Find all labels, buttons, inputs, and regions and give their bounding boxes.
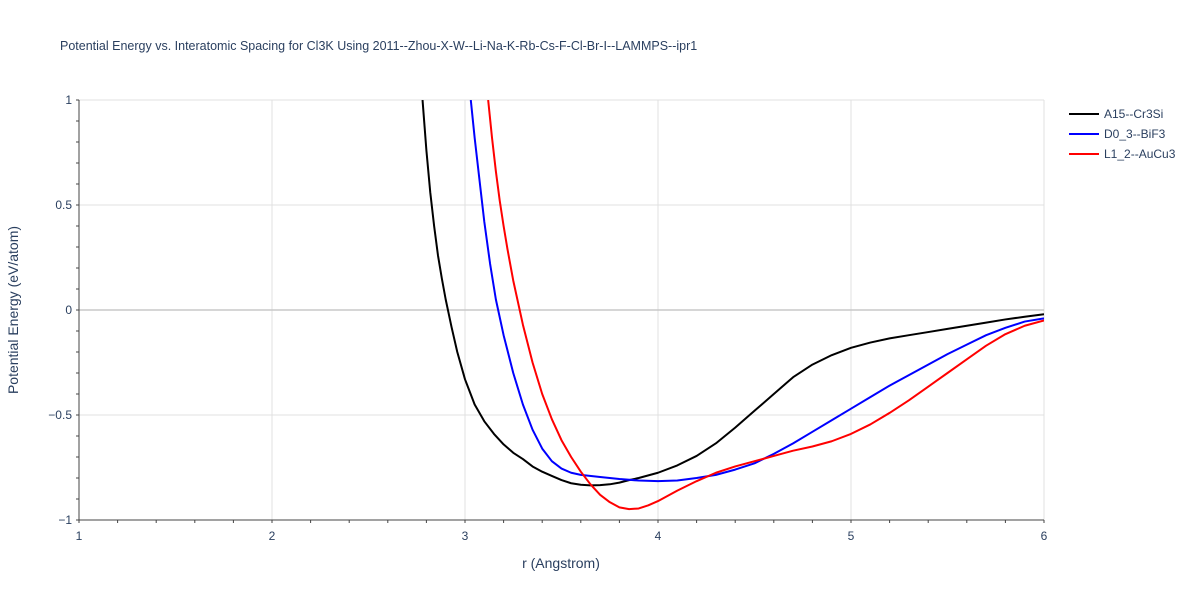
x-tick-label: 5 [848,529,855,543]
series-layer [421,100,1044,511]
grid [79,99,1045,520]
x-tick-label: 2 [269,529,276,543]
x-tick-label: 3 [462,529,469,543]
x-tick-label: 6 [1041,529,1048,543]
legend-label: D0_3--BiF3 [1104,127,1166,141]
series-line-3 [487,100,1044,511]
chart-title: Potential Energy vs. Interatomic Spacing… [60,39,697,53]
legend-item[interactable]: A15--Cr3Si [1069,107,1163,121]
y-tick-label: −0.5 [48,408,72,422]
y-tick-label: −1 [58,513,72,527]
axes: 1 2 3 4 5 6 −1 −0.5 0 0.5 1 [48,93,1047,543]
x-axis-title: r (Angstrom) [522,555,600,571]
legend-label: A15--Cr3Si [1104,107,1163,121]
plot-area [421,100,1044,511]
legend-item[interactable]: D0_3--BiF3 [1069,127,1166,141]
y-axis-title: Potential Energy (eV/atom) [5,226,21,394]
series-line-2 [469,100,1044,483]
x-tick-label: 1 [76,529,83,543]
series-line-1 [421,100,1044,487]
x-tick-label: 4 [655,529,662,543]
legend-item[interactable]: L1_2--AuCu3 [1069,147,1176,161]
y-tick-label: 1 [65,93,72,107]
legend-label: L1_2--AuCu3 [1104,147,1176,161]
legend[interactable]: A15--Cr3Si D0_3--BiF3 L1_2--AuCu3 [1069,107,1176,161]
y-tick-label: 0 [65,303,72,317]
y-tick-label: 0.5 [55,198,72,212]
